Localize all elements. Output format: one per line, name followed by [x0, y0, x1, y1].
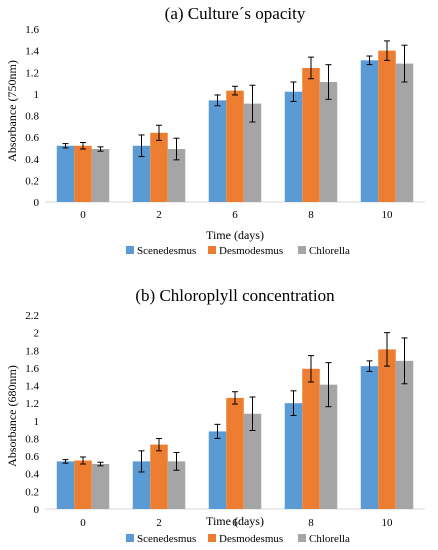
- legend: Scenedesmus Desmodesmus Chlorella: [126, 245, 350, 257]
- bar-chlorella: [395, 63, 414, 202]
- bar-desmodesmus: [150, 444, 168, 509]
- legend-label-desmodesmus: Desmodesmus: [219, 245, 283, 257]
- bar-chlorella: [243, 103, 262, 202]
- y-tick-label: 1: [34, 89, 40, 101]
- y-tick-label: 1.2: [25, 67, 39, 79]
- bar-desmodesmus: [378, 349, 396, 509]
- y-tick-label: 1.4: [25, 381, 39, 393]
- bar-desmodesmus: [74, 460, 92, 509]
- y-tick-label: 0.6: [25, 451, 39, 463]
- chart-title: (b) Chloroplyll concentration: [135, 286, 335, 305]
- y-tick-label: 1.4: [25, 46, 39, 58]
- bar-scenedesmus: [284, 403, 303, 509]
- x-axis-label: Time (days): [206, 514, 264, 528]
- legend: Scenedesmus Desmodesmus Chlorella: [126, 533, 350, 545]
- y-tick-label: 0.4: [25, 154, 39, 166]
- plot-area: 0 0.2 0.4 0.6 0.8 1 1.2 1.4 1.6 1.8 2 2.2 0 2 6 8 10: [25, 310, 425, 529]
- y-tick-label: 2: [34, 328, 40, 340]
- y-tick-label: 0.6: [25, 132, 39, 144]
- x-tick-label: 8: [308, 517, 314, 529]
- chart-chlorophyll-concentration: (b) Chloroplyll concentration Absorbance…: [5, 286, 425, 545]
- legend-swatch-desmodesmus: [208, 246, 216, 254]
- x-tick-label: 6: [232, 209, 238, 221]
- bar-scenedesmus: [284, 91, 303, 202]
- legend-label-chlorella: Chlorella: [309, 533, 350, 545]
- bar-scenedesmus: [360, 366, 379, 509]
- plot-area: 0 0.2 0.4 0.6 0.8 1 1.2 1.4 1.6 0 2 6 8 10: [25, 24, 425, 221]
- y-tick-label: 1.8: [25, 345, 39, 357]
- bar-desmodesmus: [302, 67, 320, 202]
- bar-chlorella: [319, 384, 338, 509]
- y-tick-label: 1.6: [25, 24, 39, 36]
- x-tick-label: 8: [308, 209, 314, 221]
- y-tick-label: 0: [34, 197, 40, 209]
- bar-chlorella: [395, 360, 414, 509]
- x-tick-label: 2: [156, 209, 162, 221]
- legend-label-desmodesmus: Desmodesmus: [219, 533, 283, 545]
- legend-swatch-scenedesmus: [126, 246, 134, 254]
- y-tick-label: 0.4: [25, 469, 39, 481]
- legend-swatch-chlorella: [298, 246, 306, 254]
- y-axis-label: Absorbance (750nm): [5, 60, 19, 162]
- x-tick-label: 10: [382, 209, 394, 221]
- y-axis-label: Absorbance (680nm): [5, 365, 19, 467]
- bar-desmodesmus: [74, 145, 92, 202]
- chart-culture-opacity: (a) Culture´s opacity Absorbance (750nm)…: [5, 4, 425, 257]
- bar-scenedesmus: [208, 100, 227, 202]
- x-tick-label: 0: [80, 517, 86, 529]
- bar-scenedesmus: [132, 461, 151, 509]
- chart-title: (a) Culture´s opacity: [165, 4, 306, 23]
- bar-desmodesmus: [150, 132, 168, 202]
- y-tick-label: 2.2: [25, 310, 39, 322]
- bar-desmodesmus: [302, 368, 320, 509]
- bar-scenedesmus: [208, 431, 227, 509]
- y-tick-label: 0.2: [25, 486, 39, 498]
- bar-desmodesmus: [226, 90, 244, 202]
- y-tick-label: 1.2: [25, 398, 39, 410]
- x-tick-label: 6: [232, 517, 238, 529]
- legend-label-scenedesmus: Scenedesmus: [137, 533, 196, 545]
- y-tick-label: 0: [34, 504, 40, 516]
- bar-chlorella: [91, 464, 110, 509]
- y-tick-label: 0.8: [25, 433, 39, 445]
- bar-chlorella: [167, 461, 186, 509]
- legend-label-chlorella: Chlorella: [309, 245, 350, 257]
- x-axis-label: Time (days): [206, 228, 264, 242]
- legend-swatch-scenedesmus: [126, 534, 134, 542]
- bar-chlorella: [91, 149, 110, 202]
- legend-swatch-chlorella: [298, 534, 306, 542]
- x-tick-label: 0: [80, 209, 86, 221]
- legend-swatch-desmodesmus: [208, 534, 216, 542]
- x-tick-label: 10: [382, 517, 394, 529]
- bar-desmodesmus: [226, 397, 244, 509]
- bar-chlorella: [243, 413, 262, 509]
- y-tick-label: 0.8: [25, 111, 39, 123]
- bar-scenedesmus: [56, 145, 75, 202]
- x-tick-label: 2: [156, 517, 162, 529]
- legend-label-scenedesmus: Scenedesmus: [137, 245, 196, 257]
- y-tick-label: 0.2: [25, 175, 39, 187]
- bar-desmodesmus: [378, 50, 396, 202]
- bar-scenedesmus: [56, 461, 75, 509]
- y-tick-label: 1.6: [25, 363, 39, 375]
- y-tick-label: 1: [34, 416, 40, 428]
- bar-chlorella: [319, 81, 338, 202]
- bar-scenedesmus: [360, 60, 379, 203]
- bar-chlorella: [167, 149, 186, 202]
- bar-scenedesmus: [132, 145, 151, 202]
